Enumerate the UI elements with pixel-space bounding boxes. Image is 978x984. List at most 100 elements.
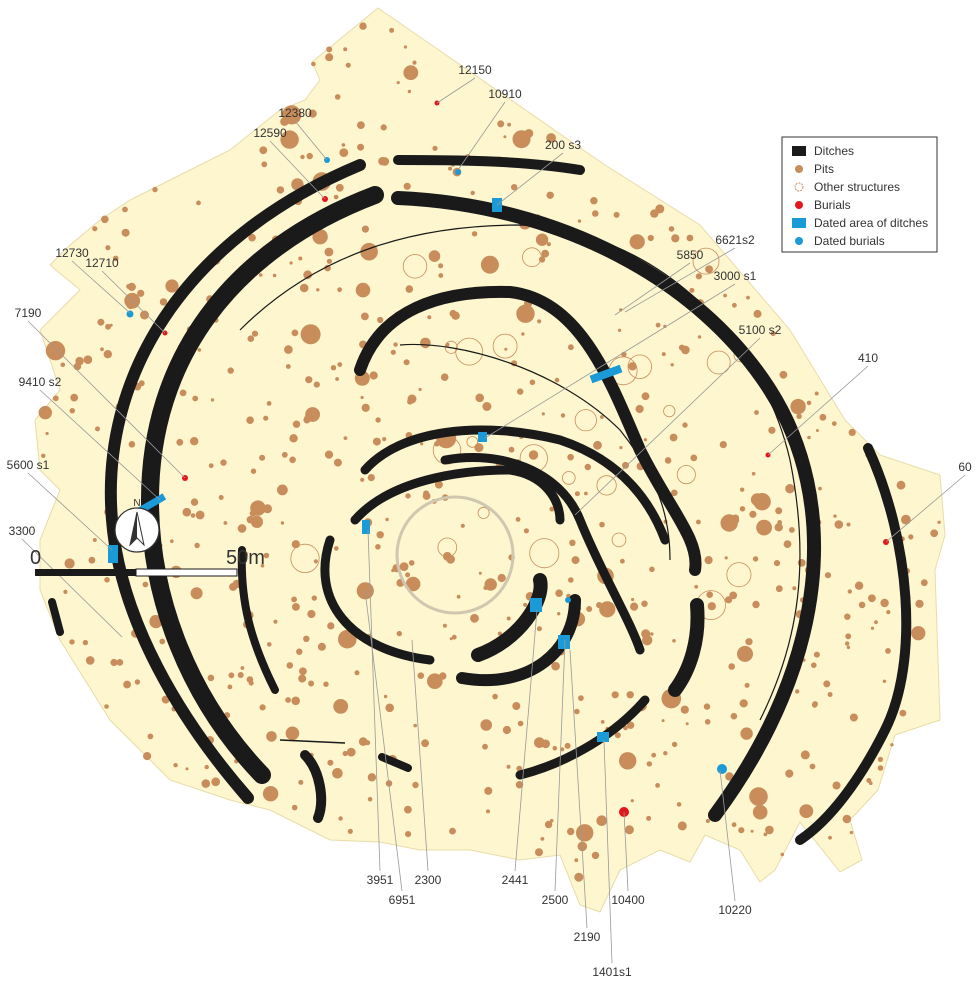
pit: [442, 623, 447, 628]
site-label: 60: [958, 460, 972, 474]
pit: [541, 739, 550, 749]
pit: [613, 211, 620, 218]
pit: [785, 484, 795, 494]
pit: [291, 804, 298, 811]
other-structure: [402, 254, 428, 279]
pit: [635, 404, 644, 414]
legend-swatch: [792, 218, 806, 228]
pit: [833, 514, 837, 518]
pit: [339, 148, 349, 158]
pit: [774, 523, 783, 532]
gully: [239, 224, 801, 721]
pit: [311, 595, 317, 601]
pit: [564, 742, 571, 749]
pit: [313, 559, 318, 564]
pit: [611, 691, 619, 699]
pit: [346, 747, 356, 757]
pit: [361, 312, 369, 321]
pit: [333, 699, 349, 714]
pit: [574, 708, 580, 715]
pit: [870, 626, 875, 630]
pit: [276, 186, 285, 194]
pit: [45, 431, 49, 436]
site-label: 2500: [542, 893, 569, 907]
pit: [590, 197, 598, 205]
leader-line: [484, 283, 736, 439]
pit: [403, 45, 407, 49]
pit: [504, 347, 508, 351]
pit: [920, 579, 928, 587]
pit: [696, 519, 701, 525]
pit: [756, 519, 772, 536]
other-structure: [529, 538, 560, 569]
pit: [641, 392, 650, 401]
pit: [412, 60, 417, 65]
pit: [88, 556, 96, 564]
gully: [399, 343, 671, 561]
pit: [305, 376, 313, 384]
pit: [637, 463, 641, 467]
pit: [390, 349, 396, 355]
gully: [279, 739, 346, 744]
pit: [165, 279, 179, 293]
pit: [471, 231, 478, 237]
pit: [842, 814, 852, 824]
pit: [586, 606, 593, 612]
pit: [478, 571, 482, 575]
pit: [482, 743, 488, 750]
pit: [775, 585, 783, 593]
site-label: 6951: [389, 893, 416, 907]
pit: [849, 713, 858, 722]
other-structure: [466, 436, 479, 448]
pit: [724, 556, 728, 560]
pit: [854, 581, 864, 590]
pit: [649, 566, 655, 573]
pit: [52, 395, 59, 402]
leader-line: [457, 101, 506, 171]
pit: [267, 642, 272, 647]
pit: [812, 701, 818, 707]
pit: [159, 638, 166, 645]
pit: [480, 255, 499, 274]
pit: [689, 287, 695, 293]
pit: [792, 586, 797, 591]
site-label: 10910: [488, 87, 522, 101]
pit: [300, 324, 321, 345]
site-label: 5600 s1: [7, 458, 50, 472]
pit: [568, 577, 574, 583]
pit: [259, 454, 266, 461]
pit: [190, 437, 199, 446]
pit: [138, 380, 145, 387]
pit: [704, 556, 713, 565]
pit: [122, 206, 128, 213]
pit: [506, 616, 511, 621]
pit: [382, 437, 387, 442]
dated-ditch: [558, 635, 570, 649]
pit: [137, 289, 145, 297]
pit: [651, 752, 657, 758]
pit: [845, 633, 852, 640]
ditch: [668, 598, 705, 697]
pit: [512, 130, 531, 149]
pit: [334, 546, 339, 551]
pit: [123, 680, 131, 689]
ditch: [48, 598, 64, 636]
site-label: 200 s3: [545, 138, 581, 152]
pit: [806, 400, 812, 406]
pit: [229, 582, 238, 591]
pit: [365, 740, 371, 746]
pit: [116, 659, 124, 666]
ditch: [378, 753, 412, 772]
pit: [655, 322, 661, 328]
pit: [185, 767, 189, 771]
pit: [327, 759, 334, 766]
pit: [515, 517, 521, 522]
pit: [661, 719, 665, 723]
pit: [383, 694, 388, 699]
pit: [412, 781, 419, 789]
dated-ditch: [138, 493, 167, 514]
pit: [434, 480, 443, 489]
pit: [70, 393, 79, 402]
pit: [427, 673, 443, 689]
ditches: [48, 155, 912, 845]
